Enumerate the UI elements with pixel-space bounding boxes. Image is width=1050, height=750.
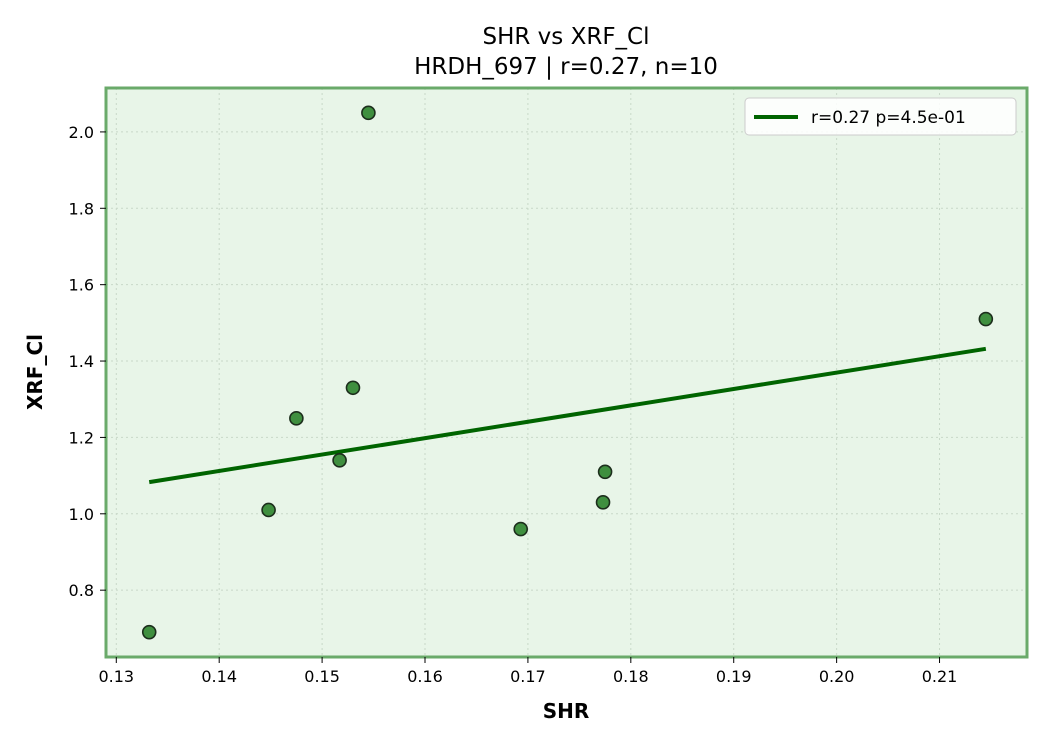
plot-area	[106, 88, 1027, 657]
legend-label: r=0.27 p=4.5e-01	[811, 108, 966, 128]
y-tick-label: 1.6	[69, 276, 94, 295]
x-axis-ticks: 0.13 0.14 0.15 0.16 0.17 0.18 0.19 0.20 0.21	[98, 657, 957, 686]
x-tick-label: 0.18	[613, 667, 649, 686]
chart-title: SHR vs XRF_Cl	[482, 24, 649, 50]
data-point	[289, 411, 304, 426]
grid-lines	[106, 88, 1027, 657]
x-tick-label: 0.16	[407, 667, 443, 686]
x-tick-label: 0.17	[510, 667, 546, 686]
x-axis-label: SHR	[543, 699, 590, 723]
y-tick-label: 1.2	[69, 428, 94, 447]
y-axis-label: XRF_Cl	[23, 334, 47, 410]
y-tick-label: 2.0	[69, 123, 94, 142]
y-axis-ticks: 0.8 1.0 1.2 1.4 1.6 1.8 2.0	[69, 123, 106, 600]
y-tick-label: 1.8	[69, 199, 94, 218]
data-point	[597, 464, 613, 480]
x-tick-label: 0.21	[922, 667, 958, 686]
x-tick-label: 0.15	[304, 667, 340, 686]
fit-line-layer	[148, 346, 987, 485]
data-point	[345, 380, 361, 396]
regression-line	[148, 346, 987, 485]
x-tick-label: 0.20	[819, 667, 855, 686]
x-tick-label: 0.19	[716, 667, 752, 686]
x-tick-label: 0.13	[98, 667, 134, 686]
data-point	[595, 495, 611, 510]
data-point	[261, 502, 276, 518]
y-tick-label: 1.4	[69, 352, 94, 371]
y-tick-label: 0.8	[69, 581, 94, 600]
data-point	[513, 521, 529, 537]
data-point	[978, 311, 994, 327]
data-point	[361, 105, 376, 121]
legend: r=0.27 p=4.5e-01	[744, 97, 1017, 136]
y-tick-label: 1.0	[69, 505, 94, 524]
x-tick-label: 0.14	[201, 667, 237, 686]
data-point	[141, 624, 157, 640]
plot-frame	[104, 86, 1029, 659]
data-points	[141, 105, 994, 640]
chart-subtitle: HRDH_697 | r=0.27, n=10	[414, 54, 718, 80]
data-point	[332, 453, 347, 468]
legend-box	[744, 97, 1017, 136]
